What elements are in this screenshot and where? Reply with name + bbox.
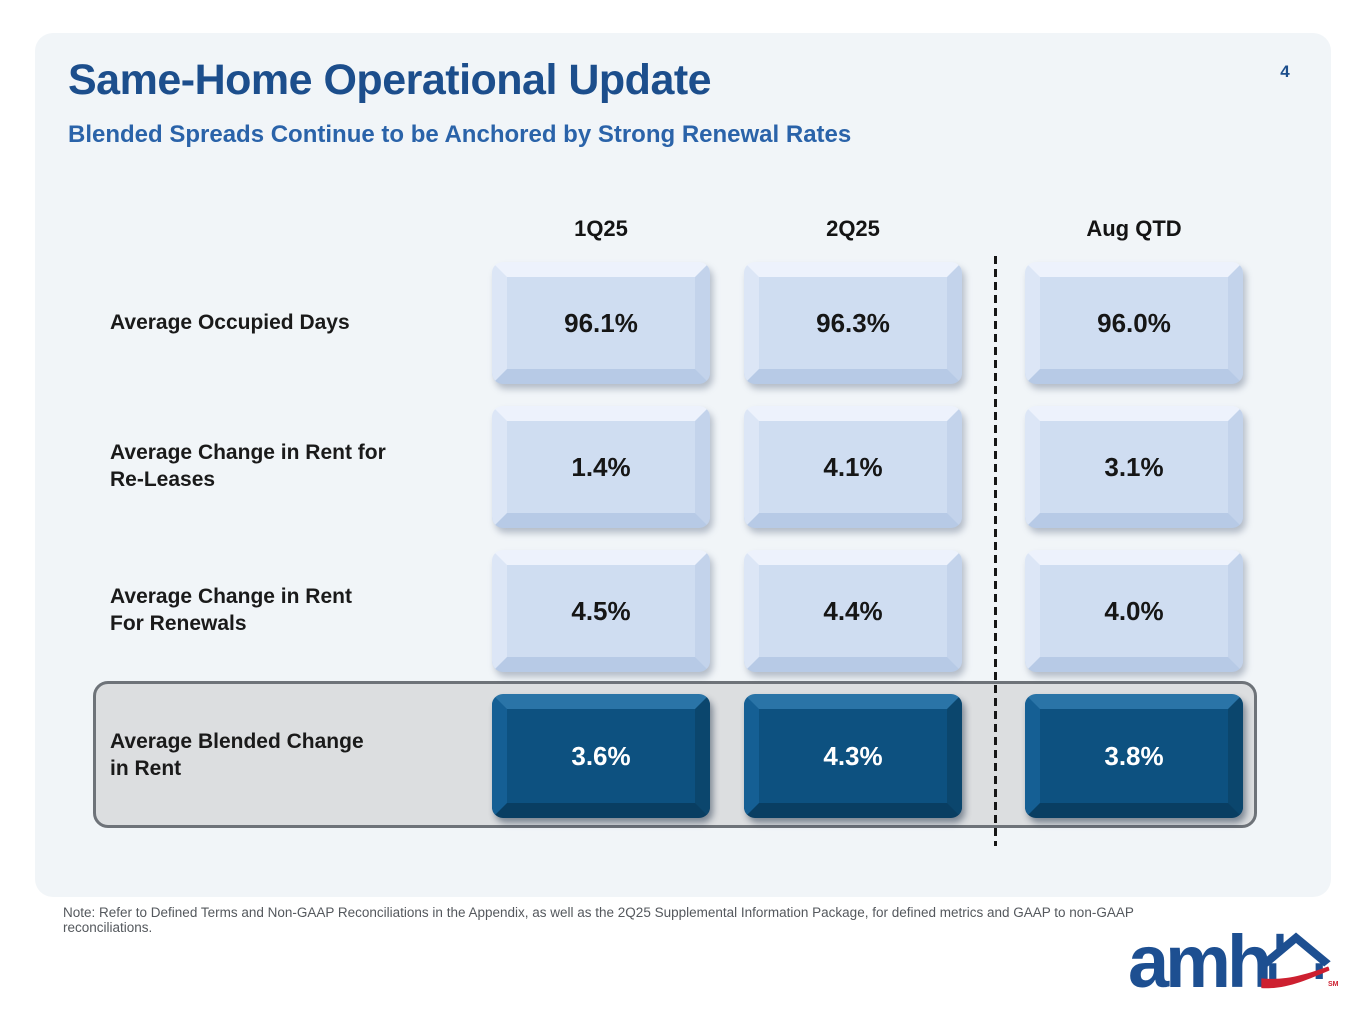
value-box: 4.1% (744, 406, 962, 528)
value-text: 4.4% (823, 595, 883, 626)
value-box-highlighted: 3.8% (1025, 694, 1243, 818)
value-text: 4.0% (1104, 595, 1164, 626)
house-logo-icon (1260, 930, 1332, 995)
row-label-blended: Average Blended Change in Rent (110, 730, 364, 780)
value-box: 4.5% (492, 550, 710, 672)
value-box-highlighted: 4.3% (744, 694, 962, 818)
page-title: Same-Home Operational Update (68, 56, 712, 104)
row-label-re-leases: Average Change in Rent for Re-Leases (110, 441, 386, 491)
value-box: 1.4% (492, 406, 710, 528)
value-text: 4.3% (823, 740, 883, 771)
value-box: 4.4% (744, 550, 962, 672)
value-box: 3.1% (1025, 406, 1243, 528)
value-text: 4.1% (823, 451, 883, 482)
value-box-highlighted: 3.6% (492, 694, 710, 818)
value-text: 96.0% (1097, 307, 1171, 338)
value-box: 96.0% (1025, 262, 1243, 384)
value-text: 3.1% (1104, 451, 1164, 482)
value-text: 96.1% (564, 307, 638, 338)
value-text: 4.5% (571, 595, 631, 626)
value-text: 3.8% (1104, 740, 1164, 771)
value-box: 4.0% (1025, 550, 1243, 672)
row-label-renewals: Average Change in Rent For Renewals (110, 585, 352, 635)
column-header-1q25: 1Q25 (574, 216, 628, 241)
page-subtitle: Blended Spreads Continue to be Anchored … (68, 121, 852, 148)
value-text: 3.6% (571, 740, 631, 771)
row-label-occupied-days: Average Occupied Days (110, 310, 350, 334)
column-header-2q25: 2Q25 (826, 216, 880, 241)
page-number: 4 (1280, 62, 1290, 81)
value-box: 96.3% (744, 262, 962, 384)
value-box: 96.1% (492, 262, 710, 384)
amh-logo-sm-mark: SM (1328, 981, 1339, 988)
column-separator-line (994, 256, 997, 846)
footnote: Note: Refer to Defined Terms and Non-GAA… (63, 905, 1134, 935)
value-text: 96.3% (816, 307, 890, 338)
amh-logo-text: amh (1128, 920, 1272, 1003)
column-header-aug-qtd: Aug QTD (1086, 216, 1182, 241)
value-text: 1.4% (571, 451, 631, 482)
amh-logo: amh SM (1128, 920, 1340, 1008)
